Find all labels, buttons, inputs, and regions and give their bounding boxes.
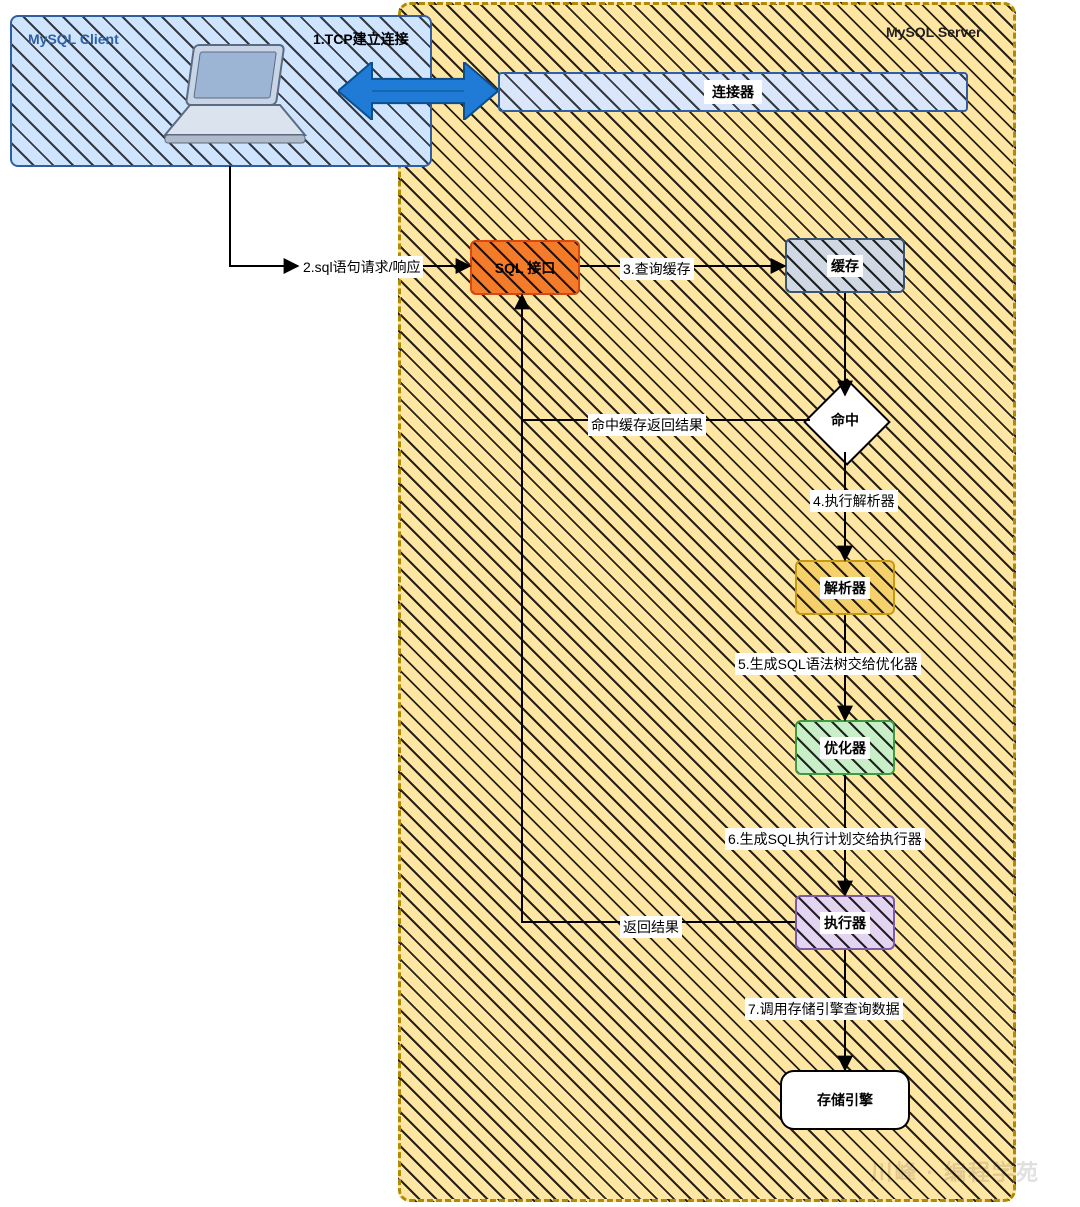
edge-label-1: 1.TCP建立连接 — [310, 28, 412, 50]
edge-label-3: 3.查询缓存 — [620, 258, 694, 280]
edge-label-4: 4.执行解析器 — [810, 490, 898, 512]
watermark-text: 川峰 · 编程学苑 — [870, 1155, 1040, 1187]
edge-label-5: 5.生成SQL语法树交给优化器 — [735, 653, 921, 675]
diagram-root: MySQL Server MySQL Client 连接器 SQL 接口 缓存 … — [0, 0, 1080, 1207]
edge-label-7: 7.调用存储引擎查询数据 — [745, 998, 903, 1020]
edge-label-2: 2.sql语句请求/响应 — [300, 256, 423, 278]
edge-label-return: 返回结果 — [620, 916, 682, 938]
edge-label-6: 6.生成SQL执行计划交给执行器 — [725, 828, 925, 850]
edges-layer — [0, 0, 1080, 1207]
edge-label-hitback: 命中缓存返回结果 — [588, 414, 706, 436]
